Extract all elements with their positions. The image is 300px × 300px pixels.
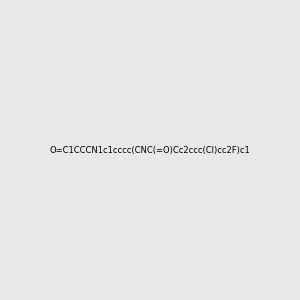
- Text: O=C1CCCN1c1cccc(CNC(=O)Cc2ccc(Cl)cc2F)c1: O=C1CCCN1c1cccc(CNC(=O)Cc2ccc(Cl)cc2F)c1: [50, 146, 250, 154]
